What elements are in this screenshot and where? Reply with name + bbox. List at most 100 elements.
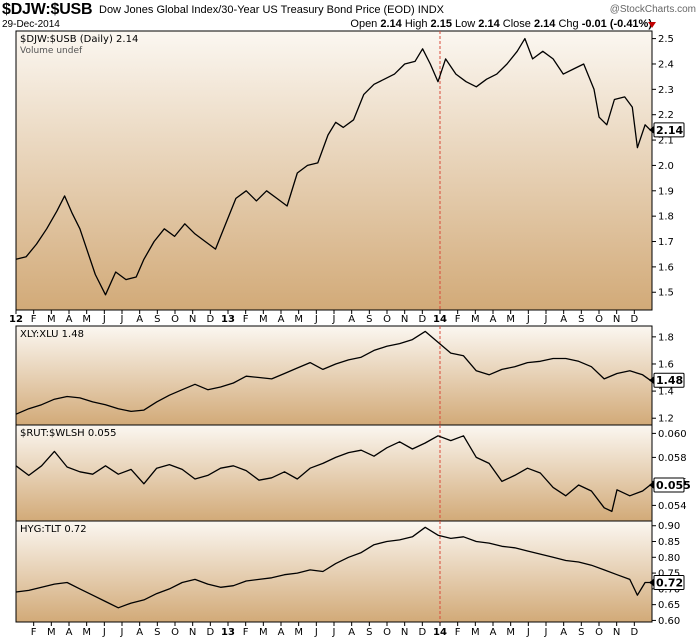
x-tick-label: A [560,314,567,325]
x-tick-label: J [526,314,530,325]
x-tick-label: N [401,627,408,638]
x-tick-label: N [401,314,408,325]
x-tick-label: O [383,314,391,325]
open-value: 2.14 [380,18,402,30]
x-tick-label: M [259,627,268,638]
x-tick-label: M [471,627,480,638]
y-tick-label: 0.90 [658,521,680,532]
x-tick-label: D [630,627,638,638]
x-tick-label: J [332,314,336,325]
x-tick-label: O [171,314,179,325]
low-label: Low [455,18,476,30]
x-tick-label: A [136,314,143,325]
x-tick-label: M [294,314,303,325]
last-value-pointer [649,376,654,385]
x-tick-label: S [366,314,372,325]
y-tick-label: 1.8 [658,212,674,223]
y-tick-label: 0.60 [658,616,680,627]
panel-background [15,325,653,426]
last-value-label: 1.48 [656,374,683,387]
x-tick-label: D [206,627,214,638]
x-tick-label: N [189,627,196,638]
series-line-xly [15,330,651,415]
x-tick-label: 12 [9,314,23,325]
x-tick-label: S [154,627,160,638]
x-tick-label: J [120,627,124,638]
x-tick-label: M [47,627,56,638]
x-tick-label: M [259,314,268,325]
series-line-rut [15,435,651,513]
x-tick-label: O [595,314,603,325]
x-tick-label: M [82,627,91,638]
x-tick-label: J [102,314,106,325]
x-tick-label: S [578,314,584,325]
x-tick-label: D [630,314,638,325]
x-tick-label: M [47,314,56,325]
x-tick-label: O [171,627,179,638]
last-value-pointer [649,578,654,587]
y-tick-label: 1.2 [658,414,674,425]
high-label: High [404,18,428,30]
x-tick-label: F [243,627,249,638]
x-tick-label: A [278,627,285,638]
x-tick-label: A [560,627,567,638]
y-tick-label: 1.7 [658,237,674,248]
y-tick-label: 1.5 [658,288,674,299]
panel-label: XLY:XLU 1.48 [20,329,84,340]
y-tick-label: 2.2 [658,110,674,121]
y-tick-label: 2.5 [658,34,674,45]
close-value: 2.14 [533,18,556,30]
x-tick-label: 14 [433,627,447,638]
y-tick-label: 0.75 [658,569,680,580]
y-tick-label: 2.1 [658,136,674,147]
y-tick-label: 1.8 [658,332,674,343]
x-tick-label: O [595,627,603,638]
series-line-main [15,37,651,296]
panel-background [15,520,653,623]
y-tick-label: 1.6 [658,262,674,273]
x-tick-label: M [82,314,91,325]
x-tick-label: J [526,627,530,638]
chart-date: 29-Dec-2014 [2,19,60,30]
x-tick-label: A [490,314,497,325]
x-tick-label: A [66,314,73,325]
last-value-pointer [649,481,654,489]
x-tick-label: 13 [221,314,235,325]
x-tick-label: D [206,314,214,325]
x-tick-label: J [544,627,548,638]
x-tick-label: M [506,314,515,325]
y-tick-label: 0.060 [658,429,687,440]
x-tick-label: J [544,314,548,325]
x-tick-label: D [418,627,426,638]
x-tick-label: F [455,314,461,325]
down-arrow-icon [648,22,656,28]
panel-xly: 1.2 1.4 1.6 1.8 XLY:XLU 1.48 1.48 [15,325,685,426]
x-tick-label: N [189,314,196,325]
y-tick-label: 2.4 [658,59,674,70]
last-value-label: 2.14 [656,124,683,137]
stockcharts-watermark: @StockCharts.com [609,4,696,15]
y-tick-label: 2.0 [658,161,674,172]
panel-sublabel: Volume undef [20,46,83,56]
panel-background [15,30,653,311]
x-tick-label: M [506,627,515,638]
y-tick-label: 1.4 [658,387,674,398]
x-tick-label: A [348,627,355,638]
x-tick-label: O [383,627,391,638]
y-tick-label: 0.058 [658,453,687,464]
y-tick-label: 1.6 [658,359,674,370]
x-tick-label: M [294,627,303,638]
x-tick-label: F [31,627,37,638]
high-value: 2.15 [430,18,452,30]
low-value: 2.14 [478,18,500,30]
series-line-hyg [15,526,651,609]
x-tick-label: J [332,627,336,638]
ohlc-readout: Open 2.14 High 2.15 Low 2.14 Close 2.14 … [350,18,652,30]
x-tick-label: J [102,627,106,638]
y-tick-label: 0.80 [658,553,680,564]
last-value-pointer [649,125,654,134]
x-tick-label: F [243,314,249,325]
